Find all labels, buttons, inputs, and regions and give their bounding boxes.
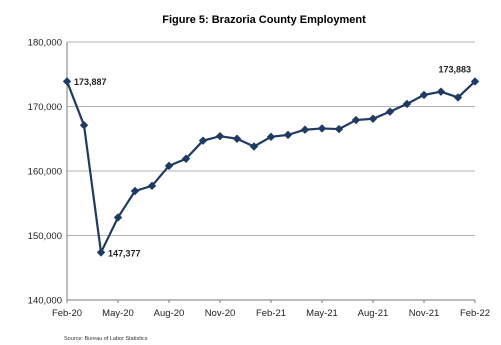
x-tick-label: Feb-22 [460, 308, 490, 319]
x-tick-label: May-21 [306, 308, 338, 319]
data-label: 173,883 [438, 64, 471, 74]
data-point [164, 161, 174, 171]
data-point [215, 131, 225, 141]
x-tick-label: Nov-21 [409, 308, 440, 319]
y-tick-label: 140,000 [28, 296, 62, 307]
series [62, 77, 480, 257]
data-label: 147,377 [108, 248, 141, 258]
data-point [453, 93, 463, 102]
data-point [317, 124, 327, 133]
data-point [334, 124, 344, 134]
data-point [300, 125, 310, 134]
data-point [351, 115, 361, 125]
y-tick-label: 170,000 [28, 102, 62, 113]
y-tick-label: 160,000 [28, 167, 62, 178]
grid [67, 41, 475, 301]
series-line [65, 80, 476, 254]
data-point [470, 77, 480, 86]
data-point [147, 181, 157, 191]
data-point [198, 136, 208, 145]
x-tick-label: May-20 [102, 308, 134, 319]
data-point [249, 142, 259, 151]
x-tick-label: Aug-20 [154, 308, 185, 319]
data-point [79, 121, 89, 130]
data-point [96, 248, 106, 257]
x-tick-label: Nov-20 [205, 308, 236, 319]
data-point [436, 87, 446, 96]
data-point [368, 114, 378, 123]
data-point [113, 213, 123, 222]
data-point [385, 107, 395, 116]
data-label: 173,887 [74, 77, 107, 87]
x-tick-label: Feb-20 [52, 308, 82, 319]
data-point [402, 99, 412, 109]
x-tick-label: Aug-21 [358, 308, 389, 319]
chart-source: Source: Bureau of Labor Statistics [64, 336, 148, 342]
chart-title: Figure 5: Brazoria County Employment [162, 14, 366, 26]
axes: 140,000 150,000 160,000 170,000 180,000 Feb-2… [28, 38, 490, 320]
x-tick-label: Feb-21 [256, 308, 286, 319]
data-point [232, 134, 242, 143]
data-point [419, 90, 429, 100]
annotations: 173,887 147,377 173,883 [74, 64, 471, 258]
y-tick-label: 150,000 [28, 231, 62, 242]
y-tick-label: 180,000 [28, 38, 62, 49]
data-point [130, 186, 140, 196]
data-point [62, 77, 72, 86]
data-point [181, 154, 191, 163]
data-point [283, 130, 293, 140]
data-point [266, 132, 276, 142]
